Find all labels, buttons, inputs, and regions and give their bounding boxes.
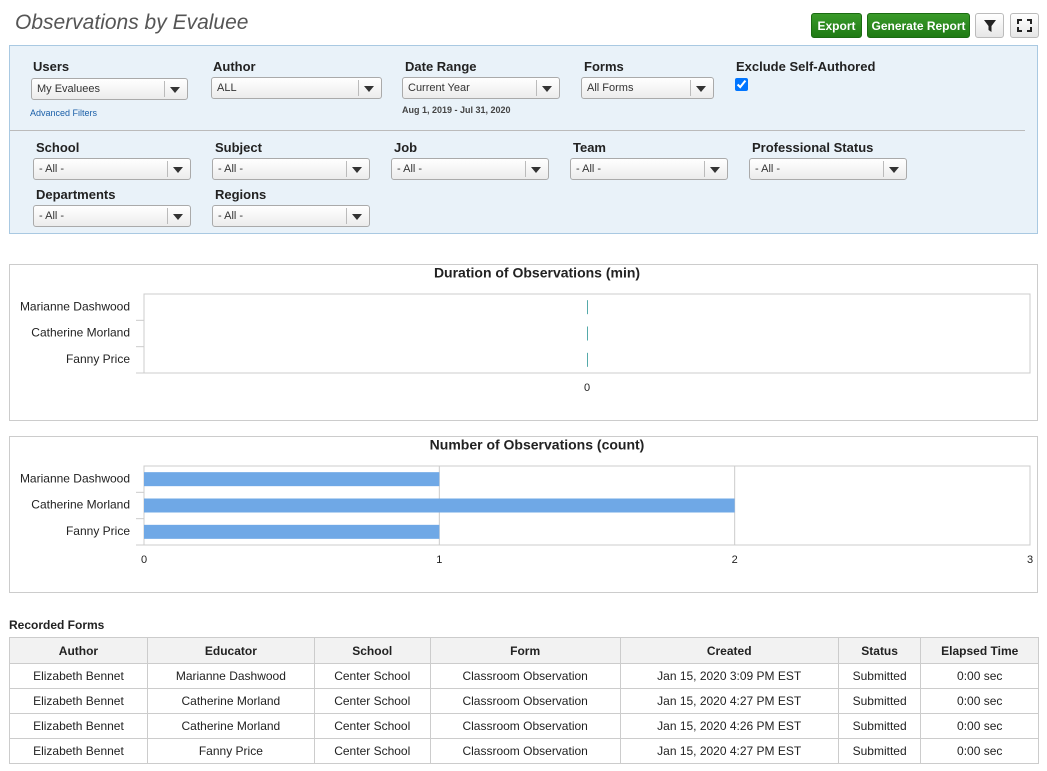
table-cell: Submitted [837, 663, 922, 689]
column-header: Author [9, 637, 148, 664]
x-tick-label: 3 [1027, 554, 1033, 566]
bar [587, 300, 588, 315]
filter-label: Job [394, 140, 418, 155]
table-cell: Center School [313, 663, 431, 689]
page-title: Observations by Evaluee [15, 11, 249, 34]
filter-label: Exclude Self-Authored [736, 59, 876, 74]
table-cell: Center School [313, 713, 431, 739]
chart-title: Duration of Observations (min) [434, 265, 640, 281]
bar [144, 472, 440, 487]
table-row: Elizabeth Bennet Catherine Morland Center … [9, 713, 1039, 739]
bar [587, 352, 588, 367]
author-select[interactable]: ALL [211, 77, 382, 99]
table-cell: Jan 15, 2020 4:26 PM EST [619, 713, 839, 739]
y-tick-label: Marianne Dashwood [20, 471, 130, 485]
filter-button[interactable] [975, 13, 1004, 38]
bar [587, 326, 588, 341]
generate-report-button[interactable]: Generate Report [867, 13, 970, 38]
table-cell: 0:00 sec [920, 688, 1039, 714]
filter-label: Team [573, 140, 606, 155]
forms-select[interactable]: All Forms [581, 77, 714, 99]
table-cell: 0:00 sec [920, 663, 1039, 689]
table-cell: Elizabeth Bennet [9, 713, 148, 739]
filter-panel [9, 45, 1038, 234]
table-cell: 0:00 sec [920, 713, 1039, 739]
table-cell: Center School [313, 688, 431, 714]
table-row: Elizabeth Bennet Marianne Dashwood Center … [9, 663, 1039, 689]
users-select[interactable]: My Evaluees [31, 78, 188, 100]
fullscreen-button[interactable] [1010, 13, 1039, 38]
filter-select[interactable]: - All - [391, 158, 549, 180]
filter-label: Forms [584, 59, 624, 74]
table-cell: Jan 15, 2020 4:27 PM EST [619, 738, 839, 764]
filter-label: Departments [36, 187, 116, 202]
filter-select[interactable]: - All - [212, 158, 370, 180]
date-range-note: Aug 1, 2019 - Jul 31, 2020 [402, 105, 511, 115]
chart-title: Number of Observations (count) [430, 437, 645, 453]
filter-label: Users [33, 59, 70, 74]
table-cell: Submitted [837, 713, 922, 739]
header-row: Author Educator School Form Created Status Ela… [9, 637, 1039, 664]
advanced-filters-link[interactable]: Advanced Filters [30, 108, 98, 118]
filter-select[interactable]: - All - [212, 205, 370, 227]
table-cell: Fanny Price [146, 738, 315, 764]
y-tick-label: Marianne Dashwood [20, 299, 130, 313]
column-header: Status [837, 637, 922, 664]
table-cell: Marianne Dashwood [146, 663, 315, 689]
export-button[interactable]: Export [811, 13, 862, 38]
y-tick-label: Fanny Price [66, 352, 130, 366]
x-tick-label: 0 [141, 554, 147, 566]
bar [144, 524, 440, 539]
table-row: Elizabeth Bennet Catherine Morland Center … [9, 688, 1039, 714]
table-title: Recorded Forms [9, 618, 105, 632]
filter-label: School [36, 140, 80, 155]
column-header: Educator [146, 637, 315, 664]
count-chart: Number of Observations (count) 0 1 2 3 Marian… [9, 436, 1038, 593]
bar [144, 498, 735, 513]
x-tick-label: 1 [436, 554, 442, 566]
filter-label: Professional Status [752, 140, 874, 155]
column-header: Created [619, 637, 839, 664]
column-header: Form [429, 637, 621, 664]
table-cell: Catherine Morland [146, 713, 315, 739]
table-cell: Jan 15, 2020 3:09 PM EST [619, 663, 839, 689]
exclude-checkbox[interactable] [735, 78, 748, 91]
filter-select[interactable]: - All - [570, 158, 728, 180]
table-cell: Classroom Observation [429, 663, 621, 689]
filter-label: Date Range [405, 59, 477, 74]
column-header: Elapsed Time [920, 637, 1039, 664]
date-range-select[interactable]: Current Year [402, 77, 560, 99]
filter-label: Author [213, 59, 256, 74]
table-cell: Submitted [837, 738, 922, 764]
recorded-forms-table: Author Educator School Form Created Status Ela… [9, 637, 1039, 764]
table-cell: 0:00 sec [920, 738, 1039, 764]
filter-select[interactable]: - All - [33, 205, 191, 227]
filter-label: Subject [215, 140, 262, 155]
table-cell: Jan 15, 2020 4:27 PM EST [619, 688, 839, 714]
table-cell: Classroom Observation [429, 713, 621, 739]
y-tick-label: Catherine Morland [31, 498, 130, 512]
table-cell: Center School [313, 738, 431, 764]
x-tick-label: 0 [584, 382, 590, 394]
table-cell: Submitted [837, 688, 922, 714]
table-cell: Elizabeth Bennet [9, 663, 148, 689]
duration-chart: Duration of Observations (min) 0 Marianne … [9, 264, 1038, 421]
table-cell: Elizabeth Bennet [9, 688, 148, 714]
y-tick-label: Catherine Morland [31, 326, 130, 340]
column-header: School [313, 637, 431, 664]
table-cell: Elizabeth Bennet [9, 738, 148, 764]
table-cell: Classroom Observation [429, 738, 621, 764]
y-tick-label: Fanny Price [66, 524, 130, 538]
table-cell: Classroom Observation [429, 688, 621, 714]
x-tick-label: 2 [732, 554, 738, 566]
filter-select[interactable]: - All - [33, 158, 191, 180]
table-cell: Catherine Morland [146, 688, 315, 714]
filter-icon [984, 20, 996, 32]
fullscreen-icon [1017, 19, 1032, 32]
table-row: Elizabeth Bennet Fanny Price Center School… [9, 738, 1039, 764]
filter-select[interactable]: - All - [749, 158, 907, 180]
filter-label: Regions [215, 187, 267, 202]
separator [10, 130, 1025, 131]
